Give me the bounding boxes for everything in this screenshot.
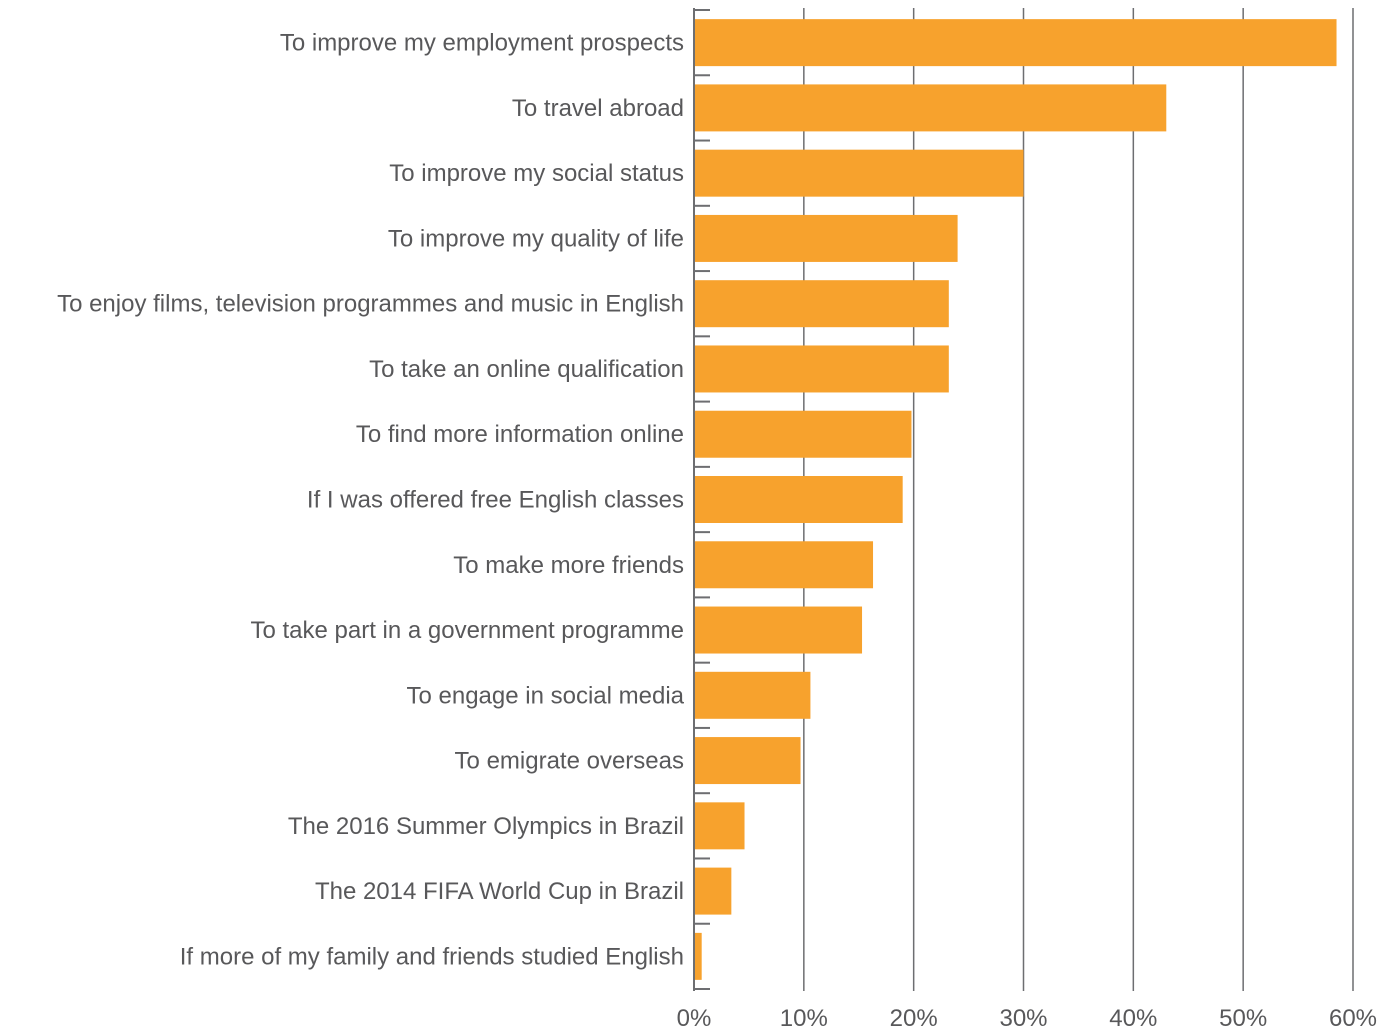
bar (694, 671, 811, 719)
category-label: The 2016 Summer Olympics in Brazil (288, 813, 684, 840)
category-label: To find more information online (356, 421, 684, 448)
category-label: If I was offered free English classes (307, 487, 684, 514)
bar (694, 541, 874, 589)
category-label: To emigrate overseas (455, 748, 684, 775)
category-label: To make more friends (453, 552, 684, 579)
bar (694, 606, 863, 654)
bar (694, 737, 801, 785)
category-label: To travel abroad (512, 95, 684, 122)
x-tick-label: 60% (1329, 1005, 1377, 1029)
category-label: To engage in social media (406, 682, 684, 709)
category-label: To improve my social status (389, 160, 684, 187)
x-tick-label: 50% (1219, 1005, 1267, 1029)
x-axis-tick-labels: 0% 10% 20% 30% 40% 50% 60% (677, 1005, 1377, 1029)
category-label: To improve my employment prospects (280, 30, 684, 57)
bar (694, 280, 949, 328)
category-labels: To improve my employment prospects To tra… (57, 30, 685, 971)
bar (694, 345, 949, 393)
bar (694, 84, 1167, 132)
bar (694, 476, 903, 523)
x-tick-label: 30% (999, 1005, 1047, 1029)
category-label: To take an online qualification (369, 356, 684, 383)
category-axis (693, 8, 710, 991)
category-label: To take part in a government programme (250, 617, 684, 644)
bar (694, 149, 1024, 197)
category-label: To improve my quality of life (388, 225, 684, 252)
x-tick-label: 10% (780, 1005, 828, 1029)
bar (694, 410, 912, 458)
x-tick-label: 40% (1109, 1005, 1157, 1029)
bar (694, 802, 745, 850)
x-tick-label: 0% (677, 1005, 712, 1029)
category-label: The 2014 FIFA World Cup in Brazil (315, 878, 684, 905)
x-tick-label: 20% (890, 1005, 938, 1029)
bar (694, 19, 1337, 67)
bar (694, 867, 732, 915)
bar (694, 214, 958, 262)
category-label: If more of my family and friends studied… (180, 943, 684, 970)
category-label: To enjoy films, television programmes an… (57, 291, 684, 318)
bars (694, 19, 1337, 980)
bar (694, 932, 702, 980)
